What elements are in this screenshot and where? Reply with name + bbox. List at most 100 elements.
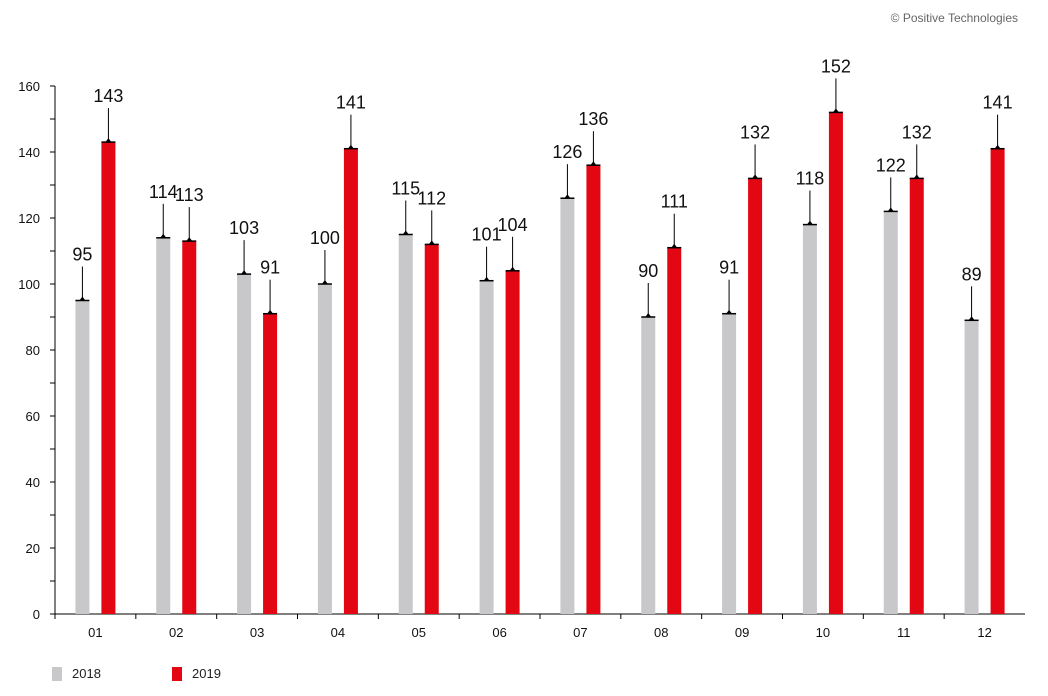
bar-2019-10 bbox=[828, 112, 843, 615]
data-label: 100 bbox=[310, 228, 340, 248]
leader-marker bbox=[105, 138, 112, 143]
y-tick-label: 0 bbox=[33, 607, 40, 622]
data-label: 152 bbox=[821, 56, 851, 76]
leader-marker bbox=[832, 108, 839, 113]
legend-label-2018: 2018 bbox=[72, 666, 101, 681]
leader-marker bbox=[752, 174, 759, 179]
leader-marker bbox=[564, 194, 571, 199]
leader-marker bbox=[321, 280, 328, 284]
data-label: 112 bbox=[417, 188, 446, 208]
data-label: 89 bbox=[962, 264, 982, 284]
legend-item-2019: 2019 bbox=[172, 666, 292, 681]
data-label: 126 bbox=[552, 142, 582, 162]
leader-marker bbox=[968, 316, 975, 321]
data-label: 115 bbox=[391, 179, 420, 199]
y-tick-label: 20 bbox=[26, 541, 40, 556]
x-tick-label: 11 bbox=[897, 625, 911, 640]
x-tick-label: 04 bbox=[331, 625, 345, 640]
y-tick-label: 80 bbox=[26, 343, 40, 358]
leader-marker bbox=[186, 237, 193, 242]
x-tick-label: 10 bbox=[816, 625, 830, 640]
bar-2019-08 bbox=[667, 247, 682, 614]
data-label: 118 bbox=[796, 169, 825, 189]
bar-2019-02 bbox=[182, 241, 197, 614]
data-label: 113 bbox=[175, 185, 204, 205]
data-label: 143 bbox=[93, 86, 123, 106]
y-tick-label: 140 bbox=[18, 145, 40, 160]
leader-marker bbox=[79, 296, 86, 301]
leader-marker bbox=[806, 220, 813, 225]
bar-2019-12 bbox=[990, 148, 1005, 614]
leader-marker bbox=[645, 313, 652, 317]
leader-marker bbox=[160, 233, 167, 238]
leader-marker bbox=[402, 230, 409, 235]
y-tick-label: 40 bbox=[26, 475, 40, 490]
x-tick-label: 09 bbox=[735, 625, 749, 640]
x-tick-label: 08 bbox=[654, 625, 668, 640]
x-tick-label: 05 bbox=[412, 625, 426, 640]
y-tick-label: 120 bbox=[18, 211, 40, 226]
leader-marker bbox=[428, 240, 435, 245]
leader-marker bbox=[347, 144, 354, 149]
data-label: 104 bbox=[498, 215, 528, 235]
leader-marker bbox=[267, 309, 274, 314]
y-tick-label: 60 bbox=[26, 409, 40, 424]
leader-marker bbox=[241, 270, 248, 275]
leader-marker bbox=[590, 161, 597, 166]
legend-swatch-2018 bbox=[52, 666, 62, 681]
x-tick-label: 01 bbox=[88, 625, 102, 640]
data-label: 114 bbox=[149, 182, 178, 202]
y-tick-label: 160 bbox=[18, 79, 40, 94]
bar-2019-07 bbox=[586, 165, 601, 614]
data-label: 91 bbox=[719, 258, 739, 278]
leader-marker bbox=[671, 243, 678, 248]
copyright-text: © Positive Technologies bbox=[890, 11, 1018, 25]
data-label: 141 bbox=[336, 93, 366, 113]
x-tick-label: 02 bbox=[169, 625, 183, 640]
bar-2019-06 bbox=[505, 270, 520, 614]
bar-2018-11 bbox=[883, 211, 898, 614]
bar-2019-11 bbox=[909, 178, 924, 614]
legend-item-2018: 2018 bbox=[52, 666, 172, 681]
data-label: 91 bbox=[260, 258, 280, 278]
data-label: 95 bbox=[72, 245, 92, 265]
legend-label-2019: 2019 bbox=[192, 666, 221, 681]
bar-2018-12 bbox=[964, 320, 979, 614]
data-label: 122 bbox=[876, 155, 906, 175]
y-tick-label: 100 bbox=[18, 277, 40, 292]
leader-marker bbox=[913, 174, 920, 179]
data-label: 132 bbox=[740, 122, 770, 142]
bar-2019-03 bbox=[263, 313, 278, 614]
data-label: 101 bbox=[472, 225, 502, 245]
data-label: 132 bbox=[902, 122, 932, 142]
bar-2018-10 bbox=[802, 224, 817, 614]
x-tick-label: 12 bbox=[977, 625, 991, 640]
bar-2018-02 bbox=[156, 237, 171, 615]
bar-2018-06 bbox=[479, 280, 494, 614]
x-tick-label: 07 bbox=[573, 625, 587, 640]
leader-marker bbox=[994, 144, 1001, 149]
x-tick-label: 06 bbox=[492, 625, 506, 640]
bar-2018-05 bbox=[398, 234, 413, 614]
bar-2018-07 bbox=[560, 198, 575, 614]
bar-2018-04 bbox=[317, 284, 332, 614]
bar-2019-05 bbox=[424, 244, 439, 614]
bar-2018-08 bbox=[641, 317, 656, 614]
bar-2019-01 bbox=[101, 142, 116, 614]
legend-swatch-2019 bbox=[172, 666, 182, 681]
leader-marker bbox=[726, 309, 733, 314]
data-label: 141 bbox=[983, 93, 1013, 113]
data-label: 111 bbox=[661, 192, 688, 212]
leader-marker bbox=[887, 207, 894, 212]
bar-2018-09 bbox=[722, 313, 737, 614]
legend: 2018 2019 bbox=[52, 666, 292, 681]
bar-2018-01 bbox=[75, 300, 90, 614]
bar-2018-03 bbox=[237, 274, 252, 614]
data-label: 136 bbox=[578, 109, 608, 129]
data-label: 103 bbox=[229, 218, 259, 238]
data-label: 90 bbox=[638, 261, 658, 281]
leader-marker bbox=[509, 266, 516, 271]
x-tick-label: 03 bbox=[250, 625, 264, 640]
leader-marker bbox=[483, 276, 490, 281]
